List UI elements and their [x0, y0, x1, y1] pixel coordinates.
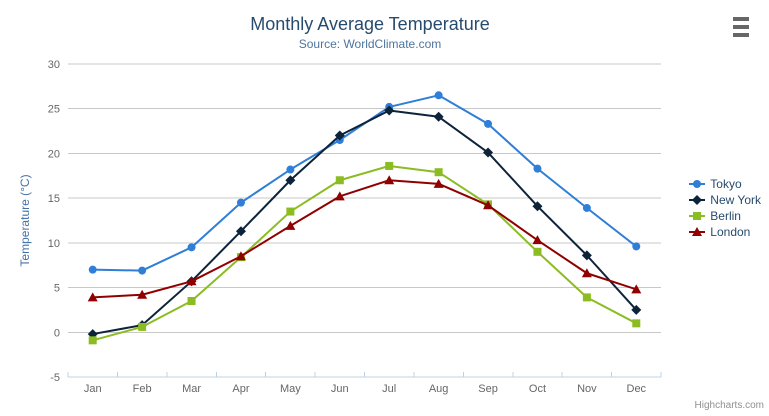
data-point-berlin[interactable] [187, 296, 196, 305]
y-axis-label: 15 [48, 193, 60, 205]
legend-symbol-circle-icon [689, 180, 706, 188]
x-axis-label: Mar [182, 383, 201, 395]
data-point-berlin[interactable] [286, 207, 295, 216]
x-axis-label: Apr [232, 383, 249, 395]
hamburger-icon [733, 33, 749, 37]
series-line-london [91, 179, 638, 299]
data-point-new-york[interactable] [433, 111, 444, 122]
data-point-new-york[interactable] [483, 147, 494, 158]
data-point-new-york[interactable] [334, 130, 345, 141]
data-point-london[interactable] [285, 220, 296, 230]
legend-item-tokyo[interactable]: Tokyo [689, 176, 761, 192]
data-point-london[interactable] [532, 235, 543, 245]
y-axis-label: -5 [50, 372, 60, 384]
legend-symbol-marker [692, 195, 703, 205]
legend: Tokyo New York Berlin London [689, 176, 761, 240]
data-point-berlin[interactable] [533, 247, 542, 256]
data-point-london[interactable] [87, 292, 98, 302]
legend-item-label: Berlin [710, 209, 741, 223]
data-point-berlin[interactable] [335, 176, 344, 185]
legend-item-london[interactable]: London [689, 224, 761, 240]
data-point-london[interactable] [631, 284, 642, 294]
legend-symbol-marker [693, 180, 702, 188]
legend-symbol-triangle-icon [689, 227, 706, 236]
data-point-new-york[interactable] [235, 226, 246, 237]
data-point-berlin[interactable] [434, 168, 443, 177]
data-point-tokyo[interactable] [632, 242, 641, 251]
x-axis-label: Dec [627, 383, 647, 395]
series-line-tokyo [91, 94, 638, 272]
legend-symbol-marker [692, 227, 703, 236]
data-point-new-york[interactable] [631, 304, 642, 315]
data-point-new-york[interactable] [581, 250, 592, 261]
y-axis-label: 0 [54, 327, 60, 339]
data-point-london[interactable] [581, 268, 592, 278]
data-point-london[interactable] [433, 178, 444, 188]
chart-subtitle: Source: WorldClimate.com [298, 37, 442, 51]
data-point-london[interactable] [137, 289, 148, 299]
legend-item-new-york[interactable]: New York [689, 192, 761, 208]
x-axis-label: Nov [577, 383, 597, 395]
data-point-berlin[interactable] [385, 161, 394, 170]
y-axis-title: Temperature (°C) [18, 174, 32, 266]
x-axis-label: Jun [331, 383, 349, 395]
legend-item-berlin[interactable]: Berlin [689, 208, 761, 224]
data-point-berlin[interactable] [582, 293, 591, 302]
x-axis-label: Sep [478, 383, 498, 395]
y-axis-label: 30 [48, 59, 60, 71]
y-axis-label: 5 [54, 283, 60, 295]
data-point-berlin[interactable] [138, 322, 147, 331]
legend-symbol-diamond-icon [689, 195, 706, 205]
hamburger-icon [733, 25, 749, 29]
data-point-new-york[interactable] [285, 175, 296, 186]
x-axis-label: Oct [529, 383, 546, 395]
legend-item-label: London [710, 225, 751, 239]
x-axis-label: Aug [429, 383, 449, 395]
data-point-tokyo[interactable] [236, 198, 245, 207]
hamburger-icon [733, 17, 749, 21]
data-point-berlin[interactable] [632, 319, 641, 328]
data-point-tokyo[interactable] [88, 265, 97, 274]
x-axis-label: Feb [133, 383, 152, 395]
data-point-london[interactable] [334, 191, 345, 201]
legend-item-label: Tokyo [710, 177, 742, 191]
data-point-tokyo[interactable] [187, 243, 196, 252]
legend-symbol-square-icon [689, 212, 706, 220]
data-point-tokyo[interactable] [286, 165, 295, 174]
data-point-new-york[interactable] [384, 105, 395, 116]
y-axis-label: 10 [48, 238, 60, 250]
x-axis-label: Jan [84, 383, 102, 395]
credits-link[interactable]: Highcharts.com [694, 400, 764, 411]
data-point-berlin[interactable] [88, 336, 97, 345]
data-point-london[interactable] [384, 175, 395, 185]
data-point-tokyo[interactable] [484, 119, 493, 128]
x-axis-label: Jul [382, 383, 396, 395]
series-line-berlin [91, 164, 638, 342]
data-point-london[interactable] [235, 251, 246, 261]
legend-item-label: New York [710, 193, 761, 207]
chart-title: Monthly Average Temperature [250, 14, 490, 34]
y-axis-label: 25 [48, 104, 60, 116]
data-point-london[interactable] [186, 276, 197, 286]
export-menu-button[interactable] [733, 17, 749, 37]
series-line-new-york [91, 109, 638, 336]
data-point-tokyo[interactable] [533, 164, 542, 173]
data-point-tokyo[interactable] [582, 203, 591, 212]
data-point-new-york[interactable] [532, 201, 543, 212]
x-axis-label: May [280, 383, 301, 395]
data-point-tokyo[interactable] [434, 91, 443, 100]
legend-symbol-marker [693, 212, 702, 220]
data-point-tokyo[interactable] [138, 266, 147, 275]
data-point-london[interactable] [483, 200, 494, 210]
y-axis-label: 20 [48, 148, 60, 160]
